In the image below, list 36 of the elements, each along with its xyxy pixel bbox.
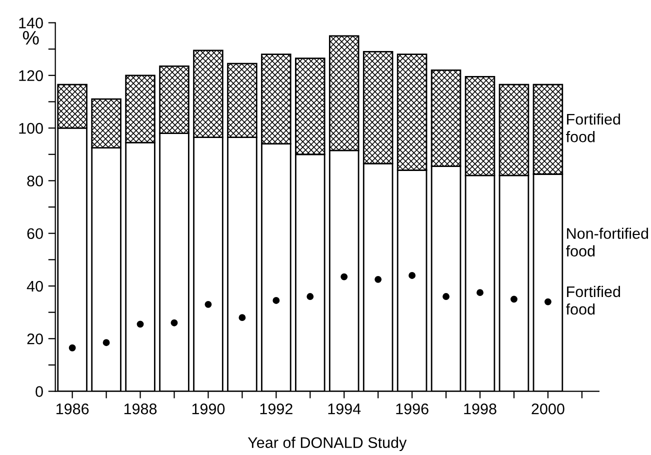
point bbox=[408, 272, 416, 279]
x-tick-label: 1996 bbox=[396, 404, 428, 414]
point bbox=[68, 344, 76, 352]
y-tick-label: 100 bbox=[19, 122, 43, 134]
point bbox=[510, 296, 518, 303]
point bbox=[102, 339, 110, 346]
y-tick-label: 20 bbox=[27, 334, 43, 344]
y-tick-label: 80 bbox=[27, 176, 43, 186]
x-tick-label: 1992 bbox=[260, 404, 292, 414]
x-tick-label: 1998 bbox=[464, 404, 496, 414]
point bbox=[442, 293, 450, 300]
point bbox=[272, 297, 280, 304]
point bbox=[340, 273, 348, 280]
point bbox=[238, 314, 246, 322]
series-label: Non-fortified food bbox=[566, 228, 648, 256]
point bbox=[306, 293, 314, 300]
x-tick-label: 1990 bbox=[192, 404, 225, 414]
x-tick-label: 1988 bbox=[124, 404, 157, 414]
y-tick-label: 60 bbox=[27, 228, 43, 240]
point bbox=[374, 276, 382, 283]
series-label: Fortified food bbox=[566, 113, 620, 142]
point bbox=[204, 300, 212, 308]
point bbox=[476, 289, 484, 296]
x-tick-label: 1994 bbox=[328, 404, 361, 414]
y-axis-title: % bbox=[22, 31, 39, 45]
y-tick-label: 40 bbox=[26, 280, 43, 292]
point bbox=[544, 298, 552, 306]
y-tick-label: 140 bbox=[19, 18, 43, 28]
y-tick-label: 120 bbox=[19, 70, 43, 82]
series-label: Fortified food bbox=[566, 286, 620, 315]
x-axis-title: Year of DONALD Study bbox=[248, 436, 407, 452]
point bbox=[170, 319, 178, 326]
point bbox=[136, 320, 144, 328]
x-tick-label: 2000 bbox=[532, 404, 564, 414]
y-tick-label: 0 bbox=[36, 386, 43, 397]
x-tick-label: 1986 bbox=[56, 404, 89, 414]
